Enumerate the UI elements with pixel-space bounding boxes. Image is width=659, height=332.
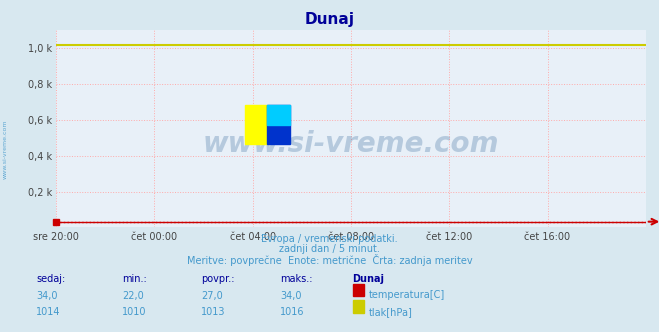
Text: 1013: 1013 bbox=[201, 307, 225, 317]
Text: 1016: 1016 bbox=[280, 307, 304, 317]
Text: min.:: min.: bbox=[122, 274, 147, 284]
Text: tlak[hPa]: tlak[hPa] bbox=[369, 307, 413, 317]
Text: sedaj:: sedaj: bbox=[36, 274, 65, 284]
Text: maks.:: maks.: bbox=[280, 274, 312, 284]
Text: zadnji dan / 5 minut.: zadnji dan / 5 minut. bbox=[279, 244, 380, 254]
Text: www.si-vreme.com: www.si-vreme.com bbox=[3, 120, 8, 179]
Text: Dunaj: Dunaj bbox=[353, 274, 385, 284]
Text: 34,0: 34,0 bbox=[36, 290, 58, 300]
Text: www.si-vreme.com: www.si-vreme.com bbox=[203, 130, 499, 158]
FancyBboxPatch shape bbox=[267, 105, 289, 144]
Text: 34,0: 34,0 bbox=[280, 290, 302, 300]
Text: 27,0: 27,0 bbox=[201, 290, 223, 300]
Text: 22,0: 22,0 bbox=[122, 290, 144, 300]
Text: Meritve: povprečne  Enote: metrične  Črta: zadnja meritev: Meritve: povprečne Enote: metrične Črta:… bbox=[186, 254, 473, 266]
Text: Dunaj: Dunaj bbox=[304, 12, 355, 27]
Text: Evropa / vremenski podatki.: Evropa / vremenski podatki. bbox=[261, 234, 398, 244]
Text: 1014: 1014 bbox=[36, 307, 61, 317]
Text: temperatura[C]: temperatura[C] bbox=[369, 290, 445, 300]
FancyBboxPatch shape bbox=[267, 105, 289, 125]
Text: 1010: 1010 bbox=[122, 307, 146, 317]
FancyBboxPatch shape bbox=[244, 105, 267, 144]
Text: povpr.:: povpr.: bbox=[201, 274, 235, 284]
